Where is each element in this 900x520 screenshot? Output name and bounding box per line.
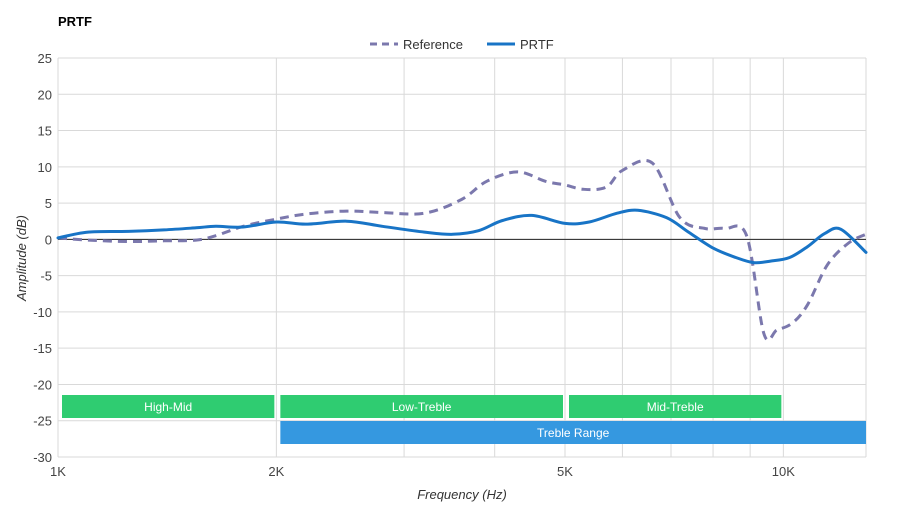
band-label: Treble Range: [537, 426, 610, 440]
legend-prtf-label: PRTF: [520, 37, 554, 52]
y-axis-ticks: 25 20 15 10 5 0 -5 -10 -15 -20 -25 -30: [33, 51, 52, 465]
y-axis-label: Amplitude (dB): [14, 215, 29, 302]
x-tick-label: 2K: [268, 464, 284, 479]
series-lines: [56, 158, 868, 342]
x-tick-label: 10K: [772, 464, 795, 479]
band-label: Low-Treble: [392, 400, 452, 414]
y-tick-label: -25: [33, 414, 52, 429]
band-low-treble: [280, 395, 563, 418]
y-tick-label: 10: [38, 160, 52, 175]
y-tick-label: -15: [33, 341, 52, 356]
band-label: Mid-Treble: [647, 400, 704, 414]
legend-reference-label: Reference: [403, 37, 463, 52]
chart-title: PRTF: [58, 14, 92, 29]
y-tick-label: 25: [38, 51, 52, 66]
y-tick-label: -20: [33, 377, 52, 392]
y-tick-label: 15: [38, 124, 52, 139]
band-high-mid: [62, 395, 275, 418]
x-axis-ticks: 1K 2K 5K 10K: [50, 464, 795, 479]
grid: [57, 57, 867, 458]
y-tick-label: -5: [40, 269, 52, 284]
x-tick-label: 5K: [557, 464, 573, 479]
band-mid-treble: [568, 395, 782, 418]
frequency-bands: High-Mid Low-Treble Mid-Treble Treble Range: [62, 395, 866, 444]
y-tick-label: -30: [33, 450, 52, 465]
legend: Reference PRTF: [370, 37, 554, 52]
band-treble-range: [280, 421, 866, 444]
y-tick-label: 20: [38, 87, 52, 102]
y-tick-label: 0: [45, 232, 52, 247]
series-line-reference: [57, 158, 867, 342]
x-tick-label: 1K: [50, 464, 66, 479]
y-tick-label: 5: [45, 196, 52, 211]
band-label: High-Mid: [144, 400, 192, 414]
y-tick-label: -10: [33, 305, 52, 320]
x-axis-label: Frequency (Hz): [417, 487, 507, 502]
series-line-prtf: [56, 208, 868, 265]
